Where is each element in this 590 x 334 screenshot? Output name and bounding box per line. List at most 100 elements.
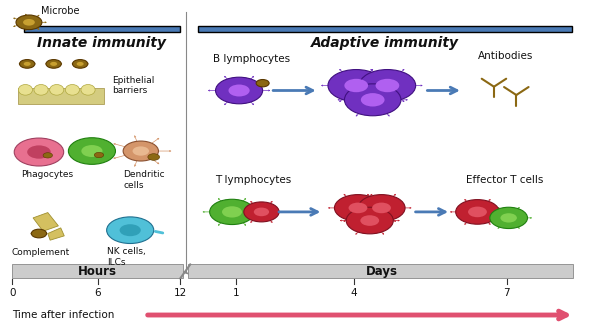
Circle shape bbox=[133, 146, 149, 156]
FancyArrowPatch shape bbox=[82, 66, 84, 67]
FancyArrowPatch shape bbox=[14, 18, 27, 22]
FancyArrowPatch shape bbox=[480, 214, 490, 224]
Circle shape bbox=[27, 145, 51, 159]
Text: T lymphocytes: T lymphocytes bbox=[215, 175, 292, 185]
FancyArrowPatch shape bbox=[31, 24, 39, 29]
FancyArrowPatch shape bbox=[25, 25, 28, 30]
FancyArrowPatch shape bbox=[360, 210, 372, 221]
Text: Epithelial
barriers: Epithelial barriers bbox=[113, 76, 155, 95]
Text: 6: 6 bbox=[94, 288, 101, 298]
Polygon shape bbox=[33, 212, 58, 231]
Polygon shape bbox=[48, 228, 64, 240]
Text: Adaptive immunity: Adaptive immunity bbox=[311, 36, 459, 50]
FancyArrowPatch shape bbox=[50, 60, 52, 62]
FancyArrowPatch shape bbox=[372, 220, 399, 221]
Text: B lymphocytes: B lymphocytes bbox=[212, 54, 290, 64]
Circle shape bbox=[244, 202, 279, 222]
FancyArrowPatch shape bbox=[480, 199, 490, 210]
FancyArrowPatch shape bbox=[50, 66, 52, 67]
FancyArrowPatch shape bbox=[235, 211, 261, 212]
Circle shape bbox=[46, 59, 61, 68]
Text: 0: 0 bbox=[9, 288, 16, 298]
FancyArrowPatch shape bbox=[353, 85, 385, 86]
FancyBboxPatch shape bbox=[18, 88, 104, 104]
FancyArrowPatch shape bbox=[32, 22, 46, 23]
FancyArrowPatch shape bbox=[356, 222, 368, 234]
Circle shape bbox=[358, 195, 405, 221]
Circle shape bbox=[345, 84, 401, 116]
FancyArrowPatch shape bbox=[465, 199, 476, 210]
Circle shape bbox=[215, 77, 263, 104]
FancyArrowPatch shape bbox=[225, 93, 237, 105]
FancyArrowPatch shape bbox=[30, 63, 35, 64]
Circle shape bbox=[372, 203, 391, 213]
FancyArrowPatch shape bbox=[389, 88, 404, 102]
Circle shape bbox=[228, 85, 250, 97]
FancyArrowPatch shape bbox=[340, 69, 354, 84]
Circle shape bbox=[68, 138, 116, 164]
Circle shape bbox=[23, 19, 35, 26]
Circle shape bbox=[360, 215, 379, 226]
Circle shape bbox=[81, 145, 103, 157]
FancyArrowPatch shape bbox=[218, 198, 230, 210]
FancyArrowPatch shape bbox=[77, 66, 78, 67]
Ellipse shape bbox=[81, 85, 95, 95]
FancyArrowPatch shape bbox=[368, 194, 379, 206]
Circle shape bbox=[123, 141, 159, 161]
FancyBboxPatch shape bbox=[12, 265, 183, 279]
FancyArrowPatch shape bbox=[45, 63, 51, 64]
Ellipse shape bbox=[34, 85, 48, 95]
FancyArrowPatch shape bbox=[498, 207, 507, 216]
FancyArrowPatch shape bbox=[155, 231, 163, 233]
Text: Time after infection: Time after infection bbox=[12, 310, 115, 320]
Circle shape bbox=[222, 206, 242, 217]
FancyArrowPatch shape bbox=[368, 210, 379, 221]
FancyArrowPatch shape bbox=[384, 194, 395, 206]
FancyBboxPatch shape bbox=[198, 26, 572, 32]
FancyArrowPatch shape bbox=[19, 63, 24, 64]
Circle shape bbox=[345, 79, 368, 92]
FancyArrowPatch shape bbox=[356, 102, 371, 116]
FancyArrowPatch shape bbox=[31, 233, 36, 234]
FancyArrowPatch shape bbox=[42, 233, 47, 234]
FancyArrowPatch shape bbox=[143, 138, 159, 149]
Ellipse shape bbox=[50, 85, 64, 95]
Circle shape bbox=[77, 62, 84, 66]
FancyArrowPatch shape bbox=[480, 211, 504, 212]
Circle shape bbox=[254, 207, 269, 216]
FancyArrowPatch shape bbox=[203, 211, 230, 212]
FancyArrowPatch shape bbox=[57, 63, 62, 64]
FancyArrowPatch shape bbox=[372, 207, 384, 219]
Circle shape bbox=[349, 203, 368, 213]
FancyArrowPatch shape bbox=[486, 217, 506, 218]
FancyBboxPatch shape bbox=[24, 26, 180, 32]
FancyArrowPatch shape bbox=[242, 90, 270, 91]
Text: 1: 1 bbox=[233, 288, 240, 298]
FancyArrowPatch shape bbox=[358, 88, 373, 102]
FancyArrowPatch shape bbox=[29, 60, 31, 62]
FancyBboxPatch shape bbox=[188, 265, 573, 279]
FancyArrowPatch shape bbox=[143, 150, 171, 152]
FancyArrowPatch shape bbox=[72, 63, 77, 64]
FancyArrowPatch shape bbox=[55, 60, 57, 62]
Text: 4: 4 bbox=[350, 288, 357, 298]
FancyArrowPatch shape bbox=[31, 15, 39, 21]
Text: Dendritic
cells: Dendritic cells bbox=[123, 170, 165, 190]
FancyArrowPatch shape bbox=[241, 93, 254, 105]
FancyArrowPatch shape bbox=[360, 194, 372, 206]
Text: Hours: Hours bbox=[78, 265, 117, 278]
FancyArrowPatch shape bbox=[389, 69, 404, 84]
FancyArrowPatch shape bbox=[264, 211, 284, 212]
Text: 12: 12 bbox=[173, 288, 187, 298]
Circle shape bbox=[31, 229, 47, 238]
FancyArrowPatch shape bbox=[371, 69, 385, 84]
FancyArrowPatch shape bbox=[358, 69, 373, 84]
FancyArrowPatch shape bbox=[390, 85, 422, 86]
FancyArrowPatch shape bbox=[356, 207, 368, 219]
FancyArrowPatch shape bbox=[114, 143, 138, 150]
FancyArrowPatch shape bbox=[371, 88, 385, 102]
FancyArrowPatch shape bbox=[143, 153, 159, 164]
Text: 7: 7 bbox=[504, 288, 510, 298]
Text: Complement: Complement bbox=[11, 248, 70, 258]
Circle shape bbox=[468, 207, 487, 217]
